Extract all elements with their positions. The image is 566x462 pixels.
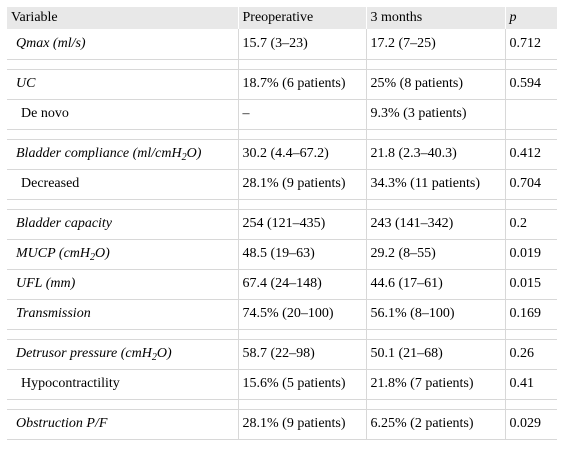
header-row: Variable Preoperative 3 months p <box>7 7 557 29</box>
preoperative-cell: 15.6% (5 patients) <box>238 369 367 400</box>
preoperative-cell: 28.1% (9 patients) <box>238 169 367 200</box>
row-label: MUCP (cmH2O) <box>7 239 239 270</box>
preoperative-cell: 18.7% (6 patients) <box>238 69 367 100</box>
3-months-cell: 34.3% (11 patients) <box>366 169 506 200</box>
3-months-cell: 6.25% (2 patients) <box>366 409 506 440</box>
label-text: Bladder compliance (ml/cmH <box>16 146 182 161</box>
p-value-cell: 0.704 <box>505 169 557 200</box>
3-months-cell: 21.8% (7 patients) <box>366 369 506 400</box>
row-label: Bladder compliance (ml/cmH2O) <box>7 139 239 170</box>
table-row: Detrusor pressure (cmH2O) 58.7 (22–98) 5… <box>7 339 557 370</box>
row-label: Decreased <box>7 169 239 200</box>
preoperative-cell: 58.7 (22–98) <box>238 339 367 370</box>
row-label: Hypocontractility <box>7 369 239 400</box>
table-row: UFL (mm) 67.4 (24–148) 44.6 (17–61) 0.01… <box>7 269 557 300</box>
table-row: Hypocontractility 15.6% (5 patients) 21.… <box>7 369 557 400</box>
row-label: De novo <box>7 99 239 130</box>
p-value-cell: 0.712 <box>505 29 557 60</box>
table-row: Bladder compliance (ml/cmH2O) 30.2 (4.4–… <box>7 139 557 170</box>
preoperative-cell: 67.4 (24–148) <box>238 269 367 300</box>
label-text: O) <box>156 346 172 361</box>
p-value-cell: 0.412 <box>505 139 557 170</box>
table-row: Decreased 28.1% (9 patients) 34.3% (11 p… <box>7 169 557 200</box>
label-text: O) <box>186 146 202 161</box>
p-value-cell: 0.019 <box>505 239 557 270</box>
spacer-row <box>7 199 557 210</box>
spacer-row <box>7 329 557 340</box>
spacer-row <box>7 59 557 70</box>
table-row: MUCP (cmH2O) 48.5 (19–63) 29.2 (8–55) 0.… <box>7 239 557 270</box>
preoperative-cell: 74.5% (20–100) <box>238 299 367 330</box>
row-label: Qmax (ml/s) <box>7 29 239 60</box>
p-value-cell: 0.26 <box>505 339 557 370</box>
preoperative-cell: 28.1% (9 patients) <box>238 409 367 440</box>
label-text: O) <box>95 246 110 261</box>
spacer-row <box>7 399 557 410</box>
row-label: Detrusor pressure (cmH2O) <box>7 339 239 370</box>
header-preoperative: Preoperative <box>238 7 367 29</box>
3-months-cell: 9.3% (3 patients) <box>366 99 506 130</box>
3-months-cell: 44.6 (17–61) <box>366 269 506 300</box>
preoperative-cell: – <box>238 99 367 130</box>
table-body: Qmax (ml/s) 15.7 (3–23) 17.2 (7–25) 0.71… <box>7 29 557 440</box>
table-row: UC 18.7% (6 patients) 25% (8 patients) 0… <box>7 69 557 100</box>
3-months-cell: 50.1 (21–68) <box>366 339 506 370</box>
table-row: Obstruction P/F 28.1% (9 patients) 6.25%… <box>7 409 557 440</box>
p-value-cell: 0.029 <box>505 409 557 440</box>
3-months-cell: 29.2 (8–55) <box>366 239 506 270</box>
subscript: 2 <box>90 252 96 263</box>
label-text: Detrusor pressure (cmH <box>16 346 152 361</box>
row-label: Transmission <box>7 299 239 330</box>
spacer-row <box>7 129 557 140</box>
preoperative-cell: 254 (121–435) <box>238 209 367 240</box>
p-value-cell: 0.41 <box>505 369 557 400</box>
p-value-cell: 0.594 <box>505 69 557 100</box>
table-row: Transmission 74.5% (20–100) 56.1% (8–100… <box>7 299 557 330</box>
results-table: Variable Preoperative 3 months p Qmax (m… <box>7 7 557 440</box>
row-label: Obstruction P/F <box>7 409 239 440</box>
table-row: Qmax (ml/s) 15.7 (3–23) 17.2 (7–25) 0.71… <box>7 29 557 60</box>
table-row: De novo – 9.3% (3 patients) <box>7 99 557 130</box>
p-value-cell: 0.015 <box>505 269 557 300</box>
header-variable: Variable <box>7 7 239 29</box>
row-label: UC <box>7 69 239 100</box>
table-row: Bladder capacity 254 (121–435) 243 (141–… <box>7 209 557 240</box>
3-months-cell: 25% (8 patients) <box>366 69 506 100</box>
label-text: MUCP (cmH <box>16 246 91 261</box>
row-label: Bladder capacity <box>7 209 239 240</box>
3-months-cell: 17.2 (7–25) <box>366 29 506 60</box>
row-label: UFL (mm) <box>7 269 239 300</box>
p-value-cell: 0.2 <box>505 209 557 240</box>
3-months-cell: 56.1% (8–100) <box>366 299 506 330</box>
header-p-value: p <box>509 10 517 25</box>
preoperative-cell: 30.2 (4.4–67.2) <box>238 139 367 170</box>
p-value-cell <box>505 99 557 130</box>
p-value-cell: 0.169 <box>505 299 557 330</box>
header-3-months: 3 months <box>366 7 506 29</box>
preoperative-cell: 15.7 (3–23) <box>238 29 367 60</box>
table-header: Variable Preoperative 3 months p <box>7 7 557 29</box>
subscript: 2 <box>151 352 157 363</box>
3-months-cell: 243 (141–342) <box>366 209 506 240</box>
subscript: 2 <box>181 152 187 163</box>
preoperative-cell: 48.5 (19–63) <box>238 239 367 270</box>
3-months-cell: 21.8 (2.3–40.3) <box>366 139 506 170</box>
